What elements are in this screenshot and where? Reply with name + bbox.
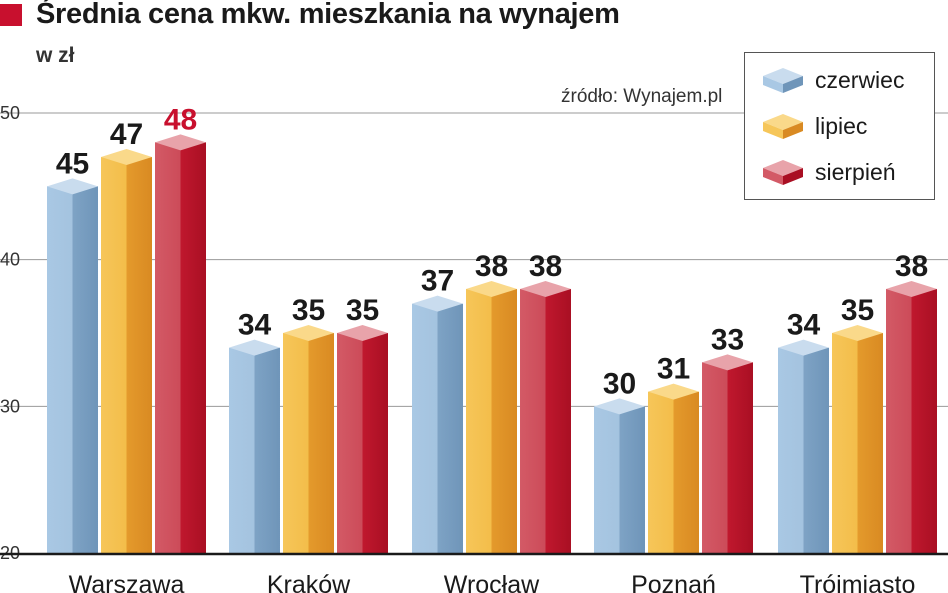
x-tick-label: Kraków bbox=[267, 571, 351, 593]
bar bbox=[466, 289, 517, 553]
data-label: 35 bbox=[292, 294, 325, 327]
data-label: 35 bbox=[841, 294, 874, 327]
bar-top bbox=[101, 149, 152, 165]
data-label: 45 bbox=[56, 147, 89, 180]
bar-top bbox=[283, 325, 334, 341]
bar-top bbox=[886, 281, 937, 297]
bar bbox=[778, 347, 829, 553]
bar bbox=[283, 333, 334, 553]
data-label: 48 bbox=[164, 103, 197, 136]
bar bbox=[412, 303, 463, 553]
value-labels: 45 47 48 34 35 35 37 38 38 30 31 33 34 35 38 bbox=[56, 103, 928, 400]
bar bbox=[101, 157, 152, 553]
bar-top bbox=[47, 178, 98, 195]
bar bbox=[886, 289, 937, 553]
legend-swatch-lipiec bbox=[763, 114, 803, 139]
bar bbox=[155, 142, 206, 554]
legend: czerwiec lipiec sierpień bbox=[744, 52, 935, 200]
legend-item-czerwiec: czerwiec bbox=[761, 63, 904, 97]
data-label: 37 bbox=[421, 265, 454, 298]
bar-top bbox=[594, 398, 645, 415]
y-tick-label: 50 bbox=[0, 103, 20, 123]
bar-top bbox=[229, 339, 280, 356]
bar-top bbox=[832, 325, 883, 341]
bar-top bbox=[412, 295, 463, 312]
data-label: 47 bbox=[110, 118, 143, 151]
x-tick-label: Wrocław bbox=[444, 571, 540, 593]
x-tick-label: Poznań bbox=[631, 571, 716, 593]
bar-top bbox=[337, 325, 388, 341]
legend-item-sierpien: sierpień bbox=[761, 155, 896, 189]
y-tick-label: 40 bbox=[0, 250, 20, 270]
bars bbox=[47, 134, 937, 554]
bar bbox=[648, 391, 699, 553]
bar-top bbox=[520, 281, 571, 297]
bar bbox=[229, 347, 280, 553]
bar bbox=[594, 406, 645, 553]
data-label: 31 bbox=[657, 353, 690, 386]
unit-label: w zł bbox=[36, 44, 75, 67]
bar bbox=[47, 186, 98, 554]
bar-top bbox=[702, 354, 753, 371]
bar bbox=[520, 289, 571, 553]
data-label: 38 bbox=[529, 250, 562, 283]
bar-top bbox=[648, 383, 699, 400]
bar-top bbox=[466, 281, 517, 297]
data-label: 38 bbox=[475, 250, 508, 283]
legend-item-lipiec: lipiec bbox=[761, 109, 867, 143]
data-label: 35 bbox=[346, 294, 379, 327]
bar-top bbox=[778, 339, 829, 356]
chart-title: Średnia cena mkw. mieszkania na wynajem bbox=[36, 0, 620, 30]
x-tick-label: Warszawa bbox=[69, 571, 185, 593]
bar bbox=[832, 333, 883, 553]
bar-top bbox=[155, 134, 206, 151]
title-marker bbox=[0, 4, 22, 26]
source-note: źródło: Wynajem.pl bbox=[561, 86, 723, 107]
data-label: 34 bbox=[787, 309, 821, 342]
data-label: 33 bbox=[711, 323, 744, 356]
y-tick-label: 30 bbox=[0, 396, 20, 416]
legend-swatch-sierpien bbox=[763, 160, 803, 185]
legend-label: czerwiec bbox=[815, 66, 905, 93]
legend-swatch-czerwiec bbox=[763, 68, 803, 93]
bar bbox=[337, 333, 388, 553]
data-label: 30 bbox=[603, 367, 636, 400]
legend-label: sierpień bbox=[815, 158, 896, 185]
x-tick-label: Trójmiasto bbox=[800, 571, 916, 593]
bar bbox=[702, 362, 753, 553]
data-label: 34 bbox=[238, 309, 272, 342]
data-label: 38 bbox=[895, 250, 928, 283]
legend-label: lipiec bbox=[815, 112, 868, 139]
